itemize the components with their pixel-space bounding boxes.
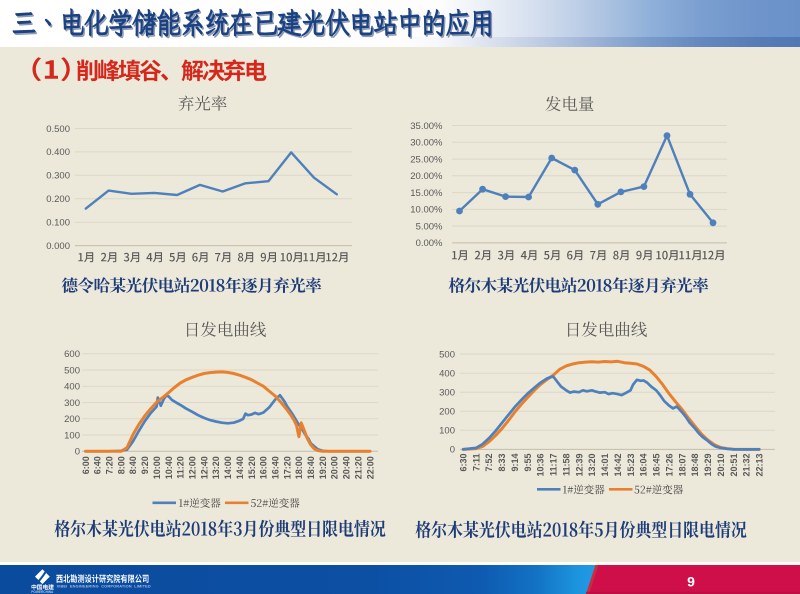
svg-text:400: 400 (64, 382, 80, 393)
svg-text:18:40: 18:40 (306, 456, 316, 479)
svg-text:7:20: 7:20 (105, 456, 115, 474)
svg-text:0.200: 0.200 (46, 194, 70, 205)
svg-text:8:33: 8:33 (497, 454, 507, 472)
svg-text:11:17: 11:17 (549, 454, 559, 477)
svg-text:0.00%: 0.00% (416, 238, 443, 249)
svg-text:20:51: 20:51 (729, 454, 739, 477)
svg-text:17:26: 17:26 (664, 454, 674, 477)
svg-text:200: 200 (64, 414, 80, 425)
svg-text:15:23: 15:23 (626, 454, 636, 477)
svg-text:15.00%: 15.00% (410, 188, 443, 199)
svg-text:8:40: 8:40 (128, 456, 138, 474)
svg-text:17:20: 17:20 (282, 456, 292, 479)
svg-text:12:40: 12:40 (199, 456, 209, 479)
svg-text:21:20: 21:20 (353, 456, 363, 479)
svg-text:500: 500 (439, 349, 455, 360)
svg-text:9:20: 9:20 (140, 456, 150, 474)
svg-text:0: 0 (75, 447, 80, 458)
svg-text:20.00%: 20.00% (410, 171, 443, 182)
svg-text:19:29: 19:29 (703, 454, 713, 477)
svg-text:100: 100 (64, 430, 80, 441)
svg-text:10:40: 10:40 (164, 456, 174, 479)
svg-text:0: 0 (450, 445, 455, 456)
svg-text:300: 300 (64, 398, 80, 409)
svg-text:12:00: 12:00 (188, 456, 198, 479)
svg-text:16:40: 16:40 (271, 456, 281, 479)
svg-text:10.00%: 10.00% (410, 205, 443, 216)
svg-text:400: 400 (439, 368, 455, 379)
svg-text:14:42: 14:42 (613, 454, 623, 477)
svg-text:13:20: 13:20 (211, 456, 221, 479)
svg-text:25.00%: 25.00% (410, 154, 443, 165)
svg-text:0.300: 0.300 (46, 171, 70, 182)
svg-text:0.100: 0.100 (46, 217, 70, 228)
svg-text:18:07: 18:07 (677, 454, 687, 477)
svg-text:300: 300 (439, 388, 455, 399)
svg-text:11:20: 11:20 (176, 456, 186, 479)
svg-text:5.00%: 5.00% (416, 221, 443, 232)
svg-text:600: 600 (64, 349, 80, 360)
svg-text:6:30: 6:30 (459, 454, 469, 472)
svg-text:12:39: 12:39 (574, 454, 584, 477)
svg-text:18:00: 18:00 (294, 456, 304, 479)
svg-text:20:10: 20:10 (716, 454, 726, 477)
svg-text:13:20: 13:20 (587, 454, 597, 477)
svg-text:14:01: 14:01 (600, 454, 610, 477)
svg-text:35.00%: 35.00% (410, 121, 443, 132)
svg-text:9:55: 9:55 (523, 454, 533, 472)
svg-text:10:36: 10:36 (536, 454, 546, 477)
svg-text:7:11: 7:11 (471, 454, 481, 472)
svg-text:0.400: 0.400 (46, 147, 70, 158)
svg-text:0.500: 0.500 (46, 124, 70, 135)
svg-text:6:40: 6:40 (93, 456, 103, 474)
svg-text:19:20: 19:20 (318, 456, 328, 479)
svg-text:0.000: 0.000 (46, 241, 70, 252)
svg-text:20:00: 20:00 (330, 456, 340, 479)
svg-text:21:32: 21:32 (742, 454, 752, 477)
svg-text:9:14: 9:14 (510, 454, 520, 472)
svg-text:20:40: 20:40 (342, 456, 352, 479)
svg-text:7:52: 7:52 (484, 454, 494, 472)
svg-text:18:48: 18:48 (690, 454, 700, 477)
svg-text:10:00: 10:00 (152, 456, 162, 479)
svg-text:22:13: 22:13 (755, 454, 765, 477)
svg-text:200: 200 (439, 407, 455, 418)
svg-text:500: 500 (64, 365, 80, 376)
svg-text:11:58: 11:58 (562, 454, 572, 477)
svg-text:22:00: 22:00 (365, 456, 375, 479)
svg-text:16:00: 16:00 (259, 456, 269, 479)
svg-text:16:04: 16:04 (639, 454, 649, 477)
svg-text:14:00: 14:00 (223, 456, 233, 479)
svg-text:15:20: 15:20 (247, 456, 257, 479)
svg-text:6:00: 6:00 (81, 456, 91, 474)
svg-text:30.00%: 30.00% (410, 138, 443, 149)
svg-text:100: 100 (439, 426, 455, 437)
svg-text:14:40: 14:40 (235, 456, 245, 479)
svg-text:16:45: 16:45 (652, 454, 662, 477)
svg-text:8:00: 8:00 (116, 456, 126, 474)
